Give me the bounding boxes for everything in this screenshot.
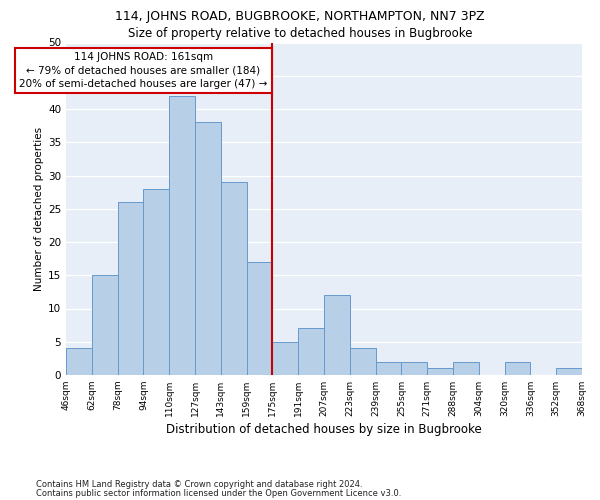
Bar	[92, 275, 118, 375]
Bar	[556, 368, 582, 375]
Bar	[298, 328, 324, 375]
Bar	[324, 295, 350, 375]
Bar	[401, 362, 427, 375]
Text: 114 JOHNS ROAD: 161sqm
← 79% of detached houses are smaller (184)
20% of semi-de: 114 JOHNS ROAD: 161sqm ← 79% of detached…	[19, 52, 268, 89]
Text: 114, JOHNS ROAD, BUGBROOKE, NORTHAMPTON, NN7 3PZ: 114, JOHNS ROAD, BUGBROOKE, NORTHAMPTON,…	[115, 10, 485, 23]
Text: Contains HM Land Registry data © Crown copyright and database right 2024.: Contains HM Land Registry data © Crown c…	[36, 480, 362, 489]
Text: Contains public sector information licensed under the Open Government Licence v3: Contains public sector information licen…	[36, 488, 401, 498]
Bar	[66, 348, 92, 375]
Text: Size of property relative to detached houses in Bugbrooke: Size of property relative to detached ho…	[128, 28, 472, 40]
Bar	[195, 122, 221, 375]
Bar	[221, 182, 247, 375]
Bar	[247, 262, 272, 375]
Bar	[505, 362, 530, 375]
Bar	[143, 189, 169, 375]
Bar	[453, 362, 479, 375]
Bar	[272, 342, 298, 375]
Bar	[350, 348, 376, 375]
Bar	[376, 362, 401, 375]
Bar	[169, 96, 195, 375]
X-axis label: Distribution of detached houses by size in Bugbrooke: Distribution of detached houses by size …	[166, 423, 482, 436]
Bar	[427, 368, 453, 375]
Bar	[118, 202, 143, 375]
Y-axis label: Number of detached properties: Number of detached properties	[34, 126, 44, 291]
